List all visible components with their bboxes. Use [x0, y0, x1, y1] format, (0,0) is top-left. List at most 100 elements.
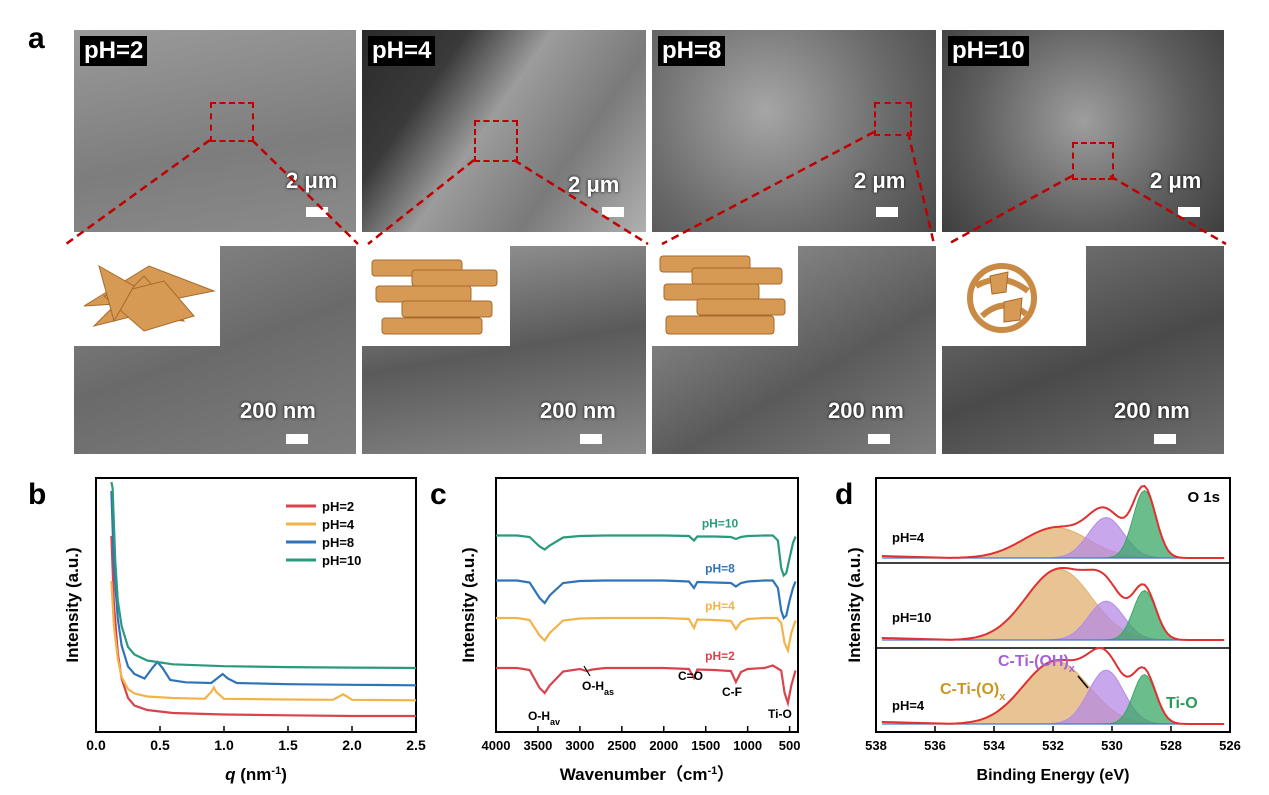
legend-label: pH=4 — [322, 517, 355, 532]
x-tick-label: 1500 — [691, 738, 720, 753]
series-label: pH=10 — [702, 517, 739, 531]
sem-ph-label: pH=4 — [368, 36, 436, 66]
scale-bar — [286, 434, 308, 444]
series-line-pH=2 — [496, 664, 797, 708]
annot-oh-as: O-Has — [582, 679, 614, 697]
annot-c-o: C=O — [678, 669, 703, 683]
sheet-model-inset — [942, 246, 1086, 346]
x-tick-label: 1.5 — [278, 737, 298, 753]
subpanel-label: pH=4 — [892, 698, 925, 713]
x-tick-label: 2500 — [607, 738, 636, 753]
series-line-pH=8 — [496, 579, 797, 620]
series-line-pH=2 — [110, 535, 416, 718]
series-label: pH=4 — [705, 599, 735, 613]
fit-envelope — [881, 646, 1225, 725]
x-tick-label: 536 — [924, 738, 946, 753]
x-tick-label: 500 — [779, 738, 801, 753]
series-label: pH=2 — [705, 649, 735, 663]
x-axis-label: q (nm-1) — [225, 765, 287, 784]
x-tick-label: 0.5 — [150, 737, 170, 753]
scale-bar — [580, 434, 602, 444]
x-axis-label: Wavenumber（cm-1） — [560, 764, 734, 784]
sem-bottom-ph4: 200 nm — [362, 246, 646, 454]
x-tick-label: 3500 — [523, 738, 552, 753]
legend-label: pH=10 — [322, 553, 361, 568]
series-line-pH=4 — [110, 580, 417, 702]
x-tick-label: 1000 — [733, 738, 762, 753]
x-tick-label: 538 — [865, 738, 887, 753]
sem-ph-label: pH=8 — [658, 36, 726, 66]
panel-label-a: a — [28, 22, 45, 55]
chart-b: 0.0 0.5 1.0 1.5 2.0 2.5 pH=2 pH=4 pH=8 pH=10 Int… — [63, 477, 426, 784]
sem-ph-label: pH=2 — [80, 36, 148, 66]
sem-bottom-ph8: 200 nm — [652, 246, 936, 454]
series-line-pH=10 — [110, 481, 417, 670]
annot-oh-av: O-Hav — [528, 709, 560, 727]
annot-arrow — [1077, 675, 1089, 689]
scale-label: 200 nm — [240, 398, 316, 423]
sheet-model-inset — [652, 246, 798, 346]
scale-label: 200 nm — [540, 398, 616, 423]
x-tick-label: 2000 — [649, 738, 678, 753]
x-tick-label: 532 — [1042, 738, 1064, 753]
legend-label: pH=2 — [322, 499, 354, 514]
sheet-model-inset — [74, 246, 220, 346]
fit-envelope — [881, 484, 1225, 559]
chart-title: O 1s — [1187, 489, 1220, 506]
scale-label: 200 nm — [828, 398, 904, 423]
sem-bottom-ph10: 200 nm — [942, 246, 1224, 454]
x-axis-label: Binding Energy (eV) — [977, 767, 1130, 784]
chart-c: 4000 3500 3000 2500 2000 1500 1000 500 pH=2 pH=4… — [459, 477, 801, 784]
annot-arrow — [583, 665, 591, 677]
x-tick-label: 528 — [1160, 738, 1182, 753]
x-tick-label: 2.5 — [406, 737, 426, 753]
y-axis-label: Intensity (a.u.) — [848, 547, 864, 662]
zoom-box — [210, 102, 254, 142]
sem-top-ph8: pH=8 2 μm — [652, 30, 936, 232]
series-line-pH=8 — [110, 490, 417, 687]
zoom-box — [1072, 142, 1114, 180]
panel-label-d: d — [835, 478, 854, 511]
peak-label-cti-oh: C-Ti-(OH)x — [998, 653, 1076, 675]
x-tick-label: 0.0 — [86, 737, 106, 753]
legend-label: pH=8 — [322, 535, 354, 550]
series-label: pH=8 — [705, 562, 735, 576]
y-axis-label: Intensity (a.u.) — [459, 547, 478, 662]
porous-sheets-illustration — [967, 263, 1037, 333]
x-tick-label: 530 — [1101, 738, 1123, 753]
chart-d: 538 536 534 532 530 528 526 O 1s pH=4 pH=10 pH… — [848, 477, 1241, 784]
sem-top-ph10: pH=10 2 μm — [942, 30, 1224, 232]
sem-top-ph4: pH=4 2 μm — [362, 30, 646, 232]
annot-ti-o: Ti-O — [768, 707, 792, 721]
zoom-box — [474, 120, 518, 162]
zoom-connectors — [65, 130, 1227, 246]
peak-label-cti-o: C-Ti-(O)x — [940, 681, 1006, 703]
scale-label: 2 μm — [854, 168, 906, 193]
scale-label: 200 nm — [1114, 398, 1190, 423]
stacked-sheets-illustration — [371, 259, 498, 335]
zoom-box — [874, 102, 912, 136]
crumpled-sheets-illustration — [83, 264, 216, 332]
y-axis-label: Intensity (a.u.) — [63, 547, 82, 662]
scale-bar — [1154, 434, 1176, 444]
annot-c-f: C-F — [722, 685, 742, 699]
fit-envelope — [881, 567, 1225, 641]
sem-top-ph2: pH=2 2 μm — [74, 30, 356, 232]
scale-bar — [1178, 207, 1200, 217]
scale-bar — [602, 207, 624, 217]
sem-bottom-ph2: 200 nm — [74, 246, 356, 454]
x-tick-label: 526 — [1219, 738, 1241, 753]
plot-frame — [495, 477, 799, 733]
x-tick-label: 534 — [983, 738, 1005, 753]
stacked-sheets-illustration — [659, 255, 786, 335]
peak-label-ti-o: Ti-O — [1166, 695, 1198, 712]
scale-label: 2 μm — [1150, 168, 1202, 193]
scale-bar — [876, 207, 898, 217]
series-line-pH=10 — [496, 534, 797, 578]
x-tick-label: 2.0 — [342, 737, 362, 753]
sheet-model-inset — [362, 246, 510, 346]
scale-label: 2 μm — [568, 172, 620, 197]
x-tick-label: 4000 — [482, 738, 511, 753]
panel-label-c: c — [430, 478, 447, 511]
series-line-pH=4 — [496, 616, 797, 655]
